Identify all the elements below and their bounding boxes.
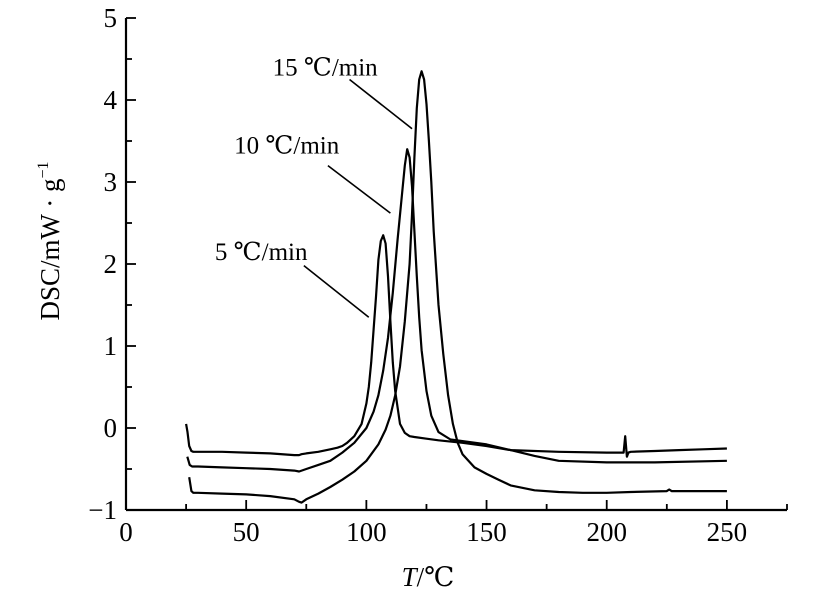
y-axis-label: DSC/mW · g−1 [35,161,65,320]
x-tick-label: 150 [466,517,507,547]
x-axis-label: T/℃ [402,562,455,591]
x-tick-label: 250 [707,517,748,547]
y-tick-label: 3 [104,167,118,197]
annotation-leader-line [349,78,413,130]
x-axis-label-unit: /℃ [417,562,455,591]
series-line-1 [185,234,727,458]
y-tick-label: 1 [104,331,118,361]
x-axis-label-symbol: T [402,562,419,591]
series-label: 10 ℃/min [234,132,340,159]
x-tick-label: 50 [233,517,260,547]
y-tick-label: 2 [104,249,118,279]
y-tick-label: 5 [104,3,118,33]
series-line-2 [186,148,727,473]
annotation-leader-line [327,164,391,214]
annotation-leader-line [303,265,370,318]
y-axis-label-exponent: −1 [35,161,52,178]
x-tick-label: 0 [119,517,133,547]
series-label: 5 ℃/min [215,239,308,266]
curves [185,70,727,504]
y-axis-label-text: DSC/mW · g [35,179,65,321]
series-label: 15 ℃/min [273,54,379,81]
y-tick-label: 4 [104,85,118,115]
x-tick-label: 100 [346,517,387,547]
annotations: 15 ℃/min 10 ℃/min 5 ℃/min [215,54,413,318]
x-tick-label: 200 [586,517,627,547]
y-tick-label: 0 [104,413,118,443]
y-tick-label: −1 [88,495,117,525]
series-line-3 [188,70,727,504]
